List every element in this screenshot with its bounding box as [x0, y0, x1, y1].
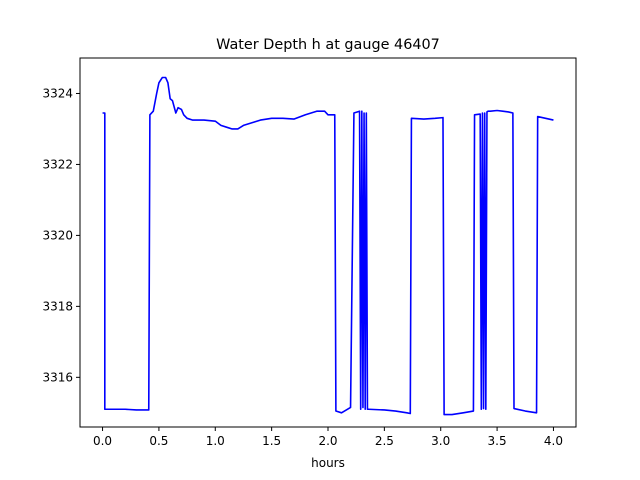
x-tick-label: 3.0	[431, 434, 450, 448]
series-layer	[102, 76, 554, 416]
y-tick-label: 3320	[42, 228, 73, 242]
series-line	[102, 76, 554, 416]
x-tick-label: 2.0	[318, 434, 337, 448]
x-tick-label: 0.5	[149, 434, 168, 448]
x-axis: 0.0 0.5 1.0 1.5 2.0 2.5 3.0 3.5 4.0	[93, 427, 563, 448]
x-tick-label: 4.0	[544, 434, 563, 448]
plot-frame	[79, 57, 577, 428]
x-axis-label: hours	[311, 456, 345, 470]
y-tick-label: 3324	[42, 86, 73, 100]
x-tick-label: 1.0	[206, 434, 225, 448]
x-tick-label: 1.5	[262, 434, 281, 448]
y-tick-label: 3322	[42, 157, 73, 171]
x-tick-label: 2.5	[375, 434, 394, 448]
y-tick-label: 3316	[42, 370, 73, 384]
y-tick-label: 3318	[42, 299, 73, 313]
x-tick-label: 3.5	[488, 434, 507, 448]
chart-title: Water Depth h at gauge 46407	[216, 37, 440, 53]
y-axis: 3316 3318 3320 3322 3324	[42, 86, 80, 384]
x-tick-label: 0.0	[93, 434, 112, 448]
